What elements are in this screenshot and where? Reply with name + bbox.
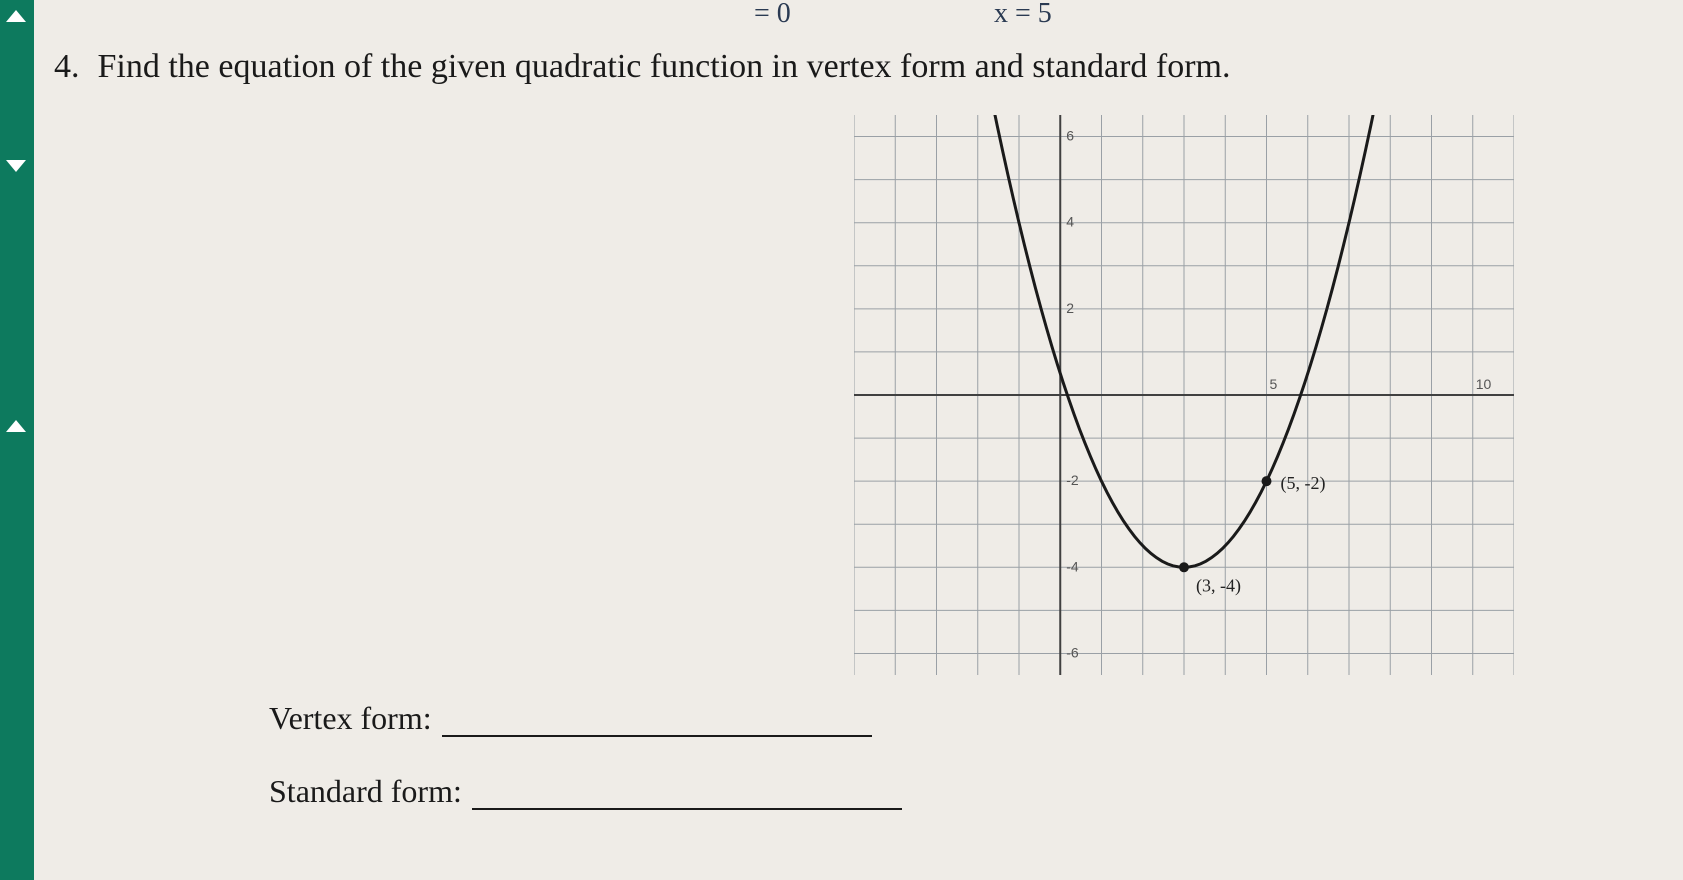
svg-text:-6: -6 — [1066, 644, 1079, 660]
svg-text:(3, -4): (3, -4) — [1196, 575, 1241, 596]
question-number: 4. — [54, 48, 80, 86]
quadratic-graph: 5 10 -6 -4 -2 2 4 6 (3, -4) (5, -2) — [854, 115, 1514, 675]
left-sidebar — [0, 0, 34, 880]
vertex-form-blank[interactable] — [442, 733, 872, 737]
svg-text:-4: -4 — [1066, 558, 1079, 574]
vertex-form-label: Vertex form: — [269, 700, 432, 737]
handwritten-note: x = 5 — [994, 0, 1052, 30]
svg-text:2: 2 — [1066, 300, 1074, 316]
standard-form-blank[interactable] — [472, 806, 902, 810]
svg-text:10: 10 — [1476, 376, 1492, 392]
standard-form-row: Standard form: — [269, 773, 902, 810]
svg-text:4: 4 — [1066, 214, 1074, 230]
sidebar-triangle-icon — [6, 420, 26, 432]
svg-text:-2: -2 — [1066, 472, 1079, 488]
question-row: 4. Find the equation of the given quadra… — [54, 48, 1231, 86]
svg-text:5: 5 — [1270, 376, 1278, 392]
sidebar-triangle-icon — [6, 10, 26, 22]
chart-svg: 5 10 -6 -4 -2 2 4 6 (3, -4) (5, -2) — [854, 115, 1514, 675]
svg-text:6: 6 — [1066, 128, 1074, 144]
handwritten-note: = 0 — [754, 0, 791, 30]
svg-text:(5, -2): (5, -2) — [1281, 473, 1326, 494]
sidebar-triangle-icon — [6, 160, 26, 172]
answer-forms: Vertex form: Standard form: — [269, 700, 902, 846]
vertex-form-row: Vertex form: — [269, 700, 902, 737]
worksheet-page: = 0 x = 5 4. Find the equation of the gi… — [34, 0, 1683, 880]
question-text: Find the equation of the given quadratic… — [98, 48, 1231, 86]
standard-form-label: Standard form: — [269, 773, 462, 810]
